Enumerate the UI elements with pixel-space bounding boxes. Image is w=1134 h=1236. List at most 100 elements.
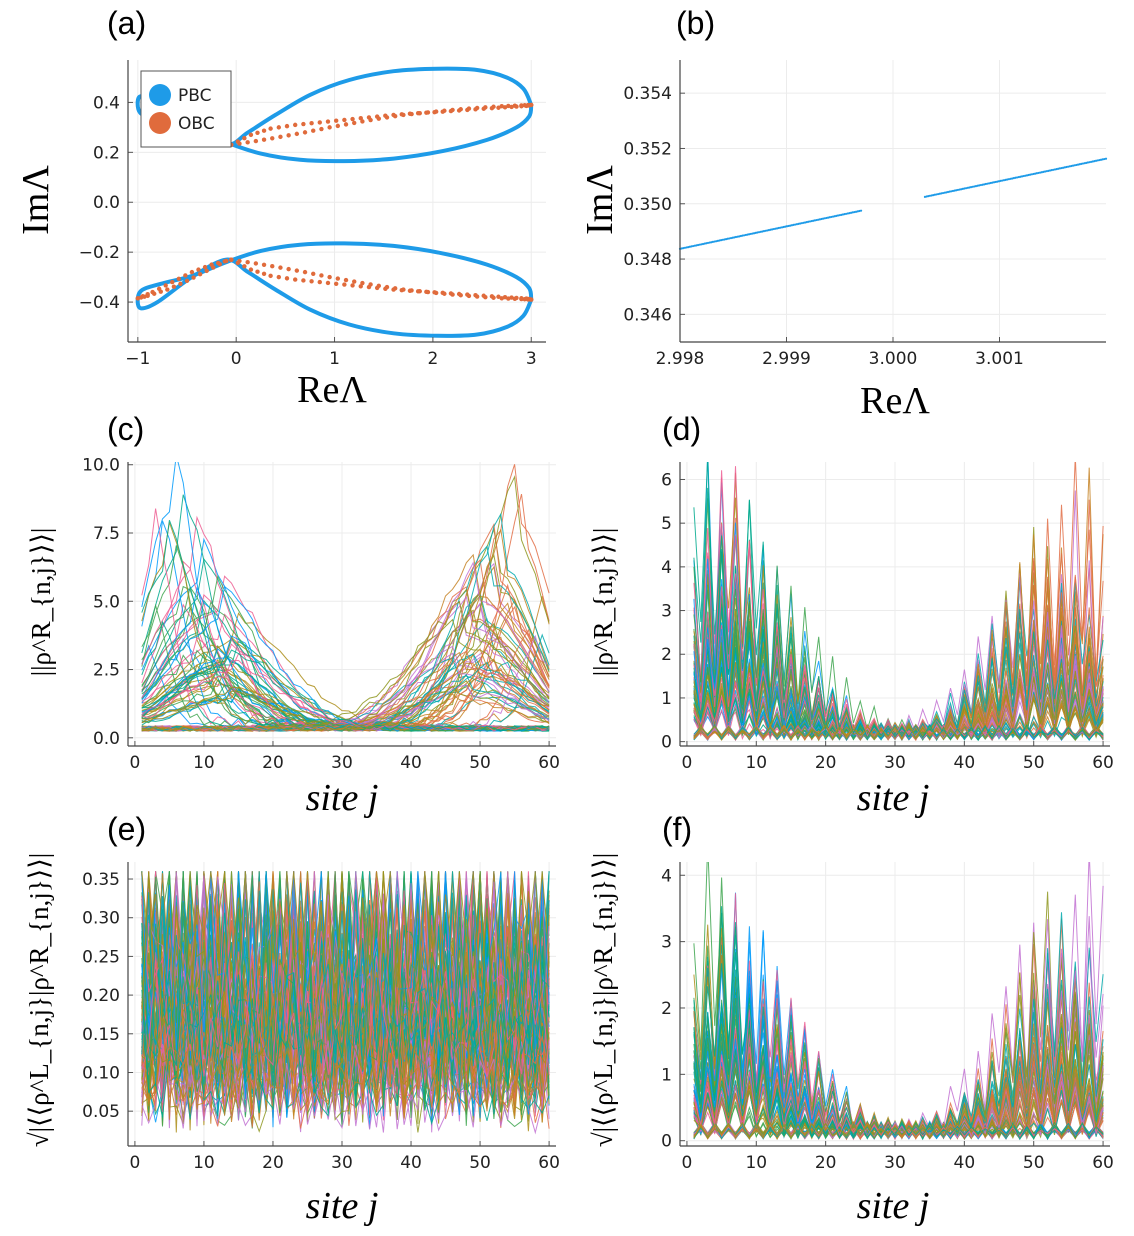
pbc-eigenvalue-point bbox=[1075, 163, 1078, 167]
obc-eigenvalue-point bbox=[440, 109, 445, 114]
obc-eigenvalue-point bbox=[270, 136, 275, 141]
eigenvector-profiles bbox=[693, 462, 1104, 742]
pbc-eigenvalue-point bbox=[948, 190, 951, 193]
pbc-eigenvalue-point bbox=[808, 220, 812, 223]
y-tick-label: 2 bbox=[661, 999, 672, 1019]
pbc-eigenvalue-point bbox=[994, 180, 997, 184]
pbc-eigenvalue-point bbox=[988, 182, 991, 185]
pbc-eigenvalue-point bbox=[1007, 178, 1010, 181]
panel-c-ticks: 0 10 20 30 40 50 60 0.0 2.5 5.0 7.5 10.0 bbox=[82, 456, 560, 773]
pbc-eigenvalue-point bbox=[690, 245, 693, 248]
pbc-eigenvalue-point bbox=[820, 217, 823, 221]
eigenvector-profiles bbox=[141, 462, 550, 732]
eigenvector-profile-line bbox=[141, 594, 550, 732]
pbc-eigenvalue-point bbox=[721, 238, 724, 241]
pbc-eigenvalue-point bbox=[927, 195, 930, 198]
obc-eigenvalue-point bbox=[276, 125, 282, 130]
legend-box bbox=[140, 70, 232, 148]
panel-f-label: (f) bbox=[662, 811, 692, 847]
obc-eigenvalue-point bbox=[224, 258, 229, 264]
pbc-eigenvalue-point bbox=[1016, 176, 1019, 179]
pbc-eigenvalue-point bbox=[741, 234, 744, 237]
x-tick-label: 2 bbox=[427, 349, 438, 369]
pbc-eigenvalue-point bbox=[815, 218, 818, 222]
pbc-eigenvalue-point bbox=[1081, 162, 1085, 165]
pbc-eigenvalue-point bbox=[772, 227, 775, 231]
panel-b-xlabel: ReΛ bbox=[860, 380, 930, 422]
y-tick-label: 5 bbox=[661, 514, 672, 534]
x-tick-label: 20 bbox=[815, 753, 837, 773]
obc-eigenvalue-point bbox=[350, 116, 355, 122]
obc-eigenvalue-point bbox=[481, 293, 486, 298]
obc-eigenvalue-point bbox=[432, 290, 437, 295]
panel-c-label: (c) bbox=[107, 411, 144, 447]
panel-a-legend: PBC OBC bbox=[140, 70, 232, 148]
pbc-eigenvalue-point bbox=[928, 194, 931, 197]
pbc-eigenvalue-point bbox=[810, 219, 813, 223]
obc-eigenvalue-point bbox=[502, 294, 508, 300]
x-tick-label: 50 bbox=[469, 1153, 491, 1173]
panel-a-ylabel: ImΛ bbox=[15, 165, 57, 235]
pbc-eigenvalue-point bbox=[822, 217, 825, 220]
obc-eigenvalue-point bbox=[448, 108, 454, 114]
obc-eigenvalue-point bbox=[432, 109, 437, 115]
pbc-eigenvalue-point bbox=[1050, 169, 1053, 172]
pbc-eigenvalue-point bbox=[853, 210, 856, 214]
x-tick-label: 10 bbox=[193, 1153, 215, 1173]
obc-eigenvalue-point bbox=[342, 282, 347, 287]
eigenvector-profile-line bbox=[141, 512, 550, 732]
x-tick-label: 50 bbox=[469, 753, 491, 773]
panel-c-xlabel: site j bbox=[306, 777, 379, 819]
obc-eigenvalue-point bbox=[311, 128, 316, 133]
pbc-eigenvalue-point bbox=[1080, 162, 1083, 166]
obc-eigenvalue-point bbox=[229, 257, 234, 262]
obc-eigenvalue-point bbox=[519, 104, 524, 109]
y-tick-label: 0.15 bbox=[82, 1025, 120, 1045]
obc-eigenvalue-point bbox=[261, 128, 267, 133]
pbc-eigenvalue-point bbox=[790, 224, 794, 227]
pbc-eigenvalue-point bbox=[1091, 160, 1094, 163]
pbc-eigenvalue-point bbox=[748, 233, 751, 236]
pbc-eigenvalue-point bbox=[817, 218, 820, 221]
pbc-eigenvalue-point bbox=[932, 194, 935, 197]
obc-eigenvalue-point bbox=[360, 119, 365, 124]
pbc-eigenvalue-point bbox=[1009, 177, 1012, 180]
obc-eigenvalue-point bbox=[311, 271, 316, 276]
pbc-eigenvalue-point bbox=[930, 194, 933, 197]
obc-eigenvalue-point bbox=[317, 120, 322, 125]
pbc-eigenvalue-point bbox=[1020, 175, 1024, 178]
pbc-eigenvalue-point bbox=[999, 179, 1002, 182]
pbc-eigenvalue-point bbox=[996, 180, 999, 183]
y-tick-label: 6 bbox=[661, 470, 672, 490]
pbc-eigenvalue-point bbox=[1078, 163, 1081, 166]
pbc-eigenvalue-point bbox=[692, 244, 695, 248]
pbc-eigenvalue-point bbox=[1058, 167, 1062, 170]
pbc-eigenvalue-point bbox=[743, 234, 746, 237]
pbc-eigenvalue-point bbox=[687, 245, 690, 249]
x-tick-label: 50 bbox=[1023, 1153, 1045, 1173]
eigenvector-profile-line bbox=[141, 635, 550, 732]
eigenvector-profile-line bbox=[141, 649, 550, 732]
pbc-eigenvalue-point bbox=[989, 181, 992, 185]
obc-eigenvalue-point bbox=[255, 130, 260, 135]
obc-eigenvalue-point bbox=[509, 104, 514, 110]
x-tick-label: 0 bbox=[682, 753, 693, 773]
pbc-eigenvalue-point bbox=[850, 211, 853, 214]
obc-eigenvalue-point bbox=[255, 269, 260, 274]
pbc-eigenvalue-point bbox=[779, 226, 782, 229]
obc-eigenvalue-point bbox=[261, 271, 267, 276]
x-tick-label: 10 bbox=[745, 1153, 767, 1173]
eigenvector-profile-line bbox=[141, 565, 550, 732]
y-tick-label: 2.5 bbox=[93, 661, 120, 681]
x-tick-label: 0 bbox=[682, 1153, 693, 1173]
pbc-eigenvalue-point bbox=[1032, 172, 1035, 176]
pbc-eigenvalue-point bbox=[683, 246, 687, 249]
panel-a-plot bbox=[135, 66, 534, 338]
pbc-eigenvalue-point bbox=[981, 183, 984, 186]
obc-eigenvalue-point bbox=[184, 278, 190, 284]
x-tick-label: 0 bbox=[129, 1153, 140, 1173]
pbc-eigenvalue-point bbox=[1017, 175, 1020, 179]
pbc-eigenvalue-point bbox=[715, 240, 718, 243]
obc-eigenvalue-point bbox=[261, 262, 267, 268]
